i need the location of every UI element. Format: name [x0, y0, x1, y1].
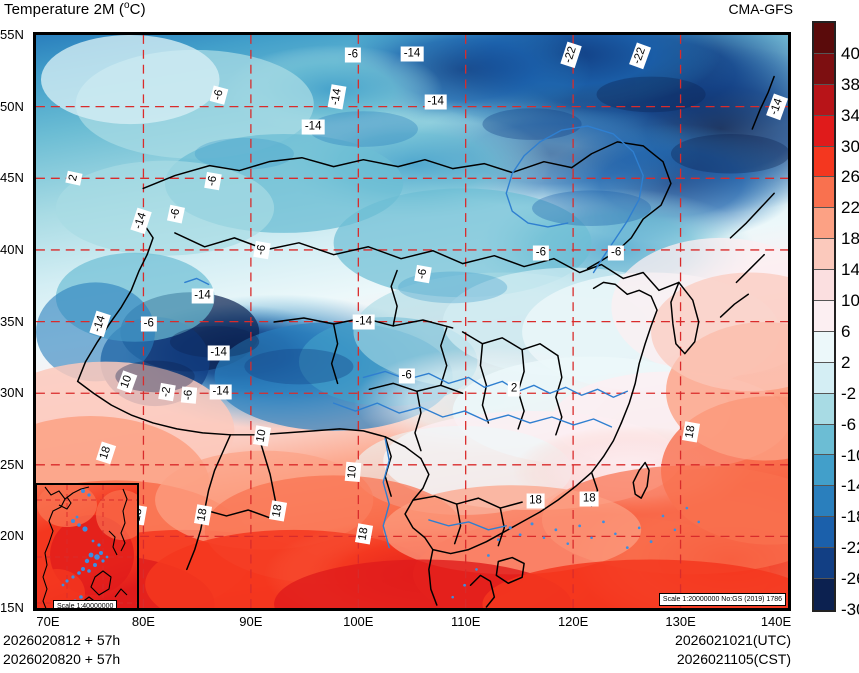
- colorbar-band: [814, 239, 834, 271]
- contour-value-label: 18: [354, 522, 373, 545]
- contour-value-label: -14: [301, 119, 325, 135]
- contour-value-label: 10: [252, 425, 271, 447]
- colorbar-tick-label: 2: [841, 352, 851, 372]
- colorbar-tick-label: 38: [841, 74, 859, 94]
- colorbar-tick-label: -6: [841, 414, 857, 434]
- colorbar-tick-label: 26: [841, 167, 859, 187]
- colorbar-band: [814, 23, 834, 54]
- latitude-tick-label: 45N: [0, 170, 24, 186]
- contour-value-label: -14: [352, 314, 375, 329]
- colorbar-band: [814, 393, 834, 425]
- contour-value-label: -6: [180, 385, 197, 404]
- temperature-field: [36, 35, 788, 608]
- colorbar-band: [814, 53, 834, 85]
- latitude-tick-label: 40N: [0, 241, 24, 257]
- colorbar-band: [814, 517, 834, 549]
- footer-right-line2: 2026021105(CST): [676, 651, 791, 667]
- colorbar-tick-label: -26: [841, 569, 859, 589]
- colorbar-band: [814, 486, 834, 518]
- colorbar-band: [814, 115, 834, 147]
- footer-valid-times: 2026021021(UTC) 2026021105(CST): [560, 631, 791, 669]
- latitude-tick-label: 30N: [0, 385, 24, 401]
- colorbar-band: [814, 424, 834, 456]
- model-label: CMA-GFS: [728, 1, 793, 17]
- longitude-tick-label: 80E: [131, 614, 155, 629]
- contour-value-label: -14: [424, 94, 447, 110]
- colorbar-band: [814, 548, 834, 580]
- latitude-tick-label: 20N: [0, 528, 24, 544]
- colorbar-band: [814, 331, 834, 363]
- contour-value-label: 18: [526, 493, 545, 509]
- contour-value-label: 18: [579, 491, 599, 507]
- colorbar-band: [814, 301, 834, 332]
- colorbar-tick-label: -22: [841, 538, 859, 558]
- colorbar-tick-label: 10: [841, 291, 859, 311]
- page-title-unit-tail: C): [129, 1, 146, 18]
- colorbar-tick-label: 22: [841, 198, 859, 218]
- colorbar-tick-label: 6: [841, 321, 851, 341]
- contour-value-label: 2: [507, 381, 521, 397]
- longitude-tick-label: 70E: [36, 614, 60, 629]
- colorbar: [812, 21, 836, 612]
- page-title-text: Temperature 2M (: [4, 1, 124, 18]
- contour-value-label: -6: [140, 316, 157, 332]
- colorbar-tick-label: -2: [841, 383, 857, 403]
- contour-value-label: -14: [209, 384, 233, 400]
- degree-symbol: o: [123, 0, 130, 11]
- latitude-tick-label: 35N: [0, 313, 24, 329]
- longitude-tick-label: 110E: [451, 614, 481, 629]
- map-scale-label: Scale 1:20000000 No:GS (2019) 1786: [658, 593, 786, 606]
- longitude-tick-label: 120E: [557, 614, 589, 629]
- colorbar-tick-label: 18: [841, 229, 859, 249]
- footer-left-line2: 2026020820 + 57h: [3, 651, 121, 667]
- latitude-tick-label: 55N: [0, 27, 24, 42]
- colorbar-band: [814, 208, 834, 240]
- contour-value-label: -6: [607, 245, 625, 261]
- colorbar-band: [814, 270, 834, 302]
- colorbar-tick-label: -14: [841, 476, 859, 496]
- inset-map[interactable]: Scale 1:40000000: [36, 483, 139, 608]
- contour-value-label: -6: [166, 204, 185, 224]
- contour-value-label: -14: [400, 46, 424, 62]
- longitude-tick-label: 90E: [239, 614, 263, 629]
- colorbar-tick-label: -30: [841, 600, 859, 619]
- contour-value-label: -14: [191, 288, 214, 304]
- map-plot-area[interactable]: -6-14-22-22-6-14-14-14-14-142-6-6-14-6-6…: [33, 32, 791, 611]
- colorbar-band: [814, 455, 834, 487]
- contour-value-label: -6: [398, 368, 415, 384]
- page-title: Temperature 2M (oC): [4, 0, 146, 18]
- contour-value-label: -6: [204, 171, 223, 191]
- contour-value-label: 18: [193, 504, 212, 526]
- footer-right-line1: 2026021021(UTC): [675, 632, 791, 648]
- longitude-tick-label: 100E: [343, 614, 374, 629]
- colorbar-tick-label: 40: [841, 43, 859, 63]
- colorbar-band: [814, 146, 834, 178]
- colorbar-tick-label: -18: [841, 507, 859, 527]
- contour-value-label: 18: [268, 500, 287, 522]
- contour-value-label: -6: [344, 47, 362, 63]
- latitude-tick-label: 50N: [0, 98, 24, 114]
- colorbar-tick-label: 14: [841, 260, 859, 280]
- latitude-tick-label: 25N: [0, 456, 24, 472]
- colorbar-tick-label: -10: [841, 445, 859, 465]
- contour-value-label: -14: [207, 345, 230, 361]
- contour-value-label: -2: [158, 382, 176, 401]
- colorbar-band: [814, 579, 834, 610]
- contour-value-label: -6: [252, 240, 271, 260]
- colorbar-tick-label: 30: [841, 136, 859, 156]
- latitude-tick-label: 15N: [0, 600, 24, 615]
- footer-left-line1: 2026020812 + 57h: [3, 632, 121, 648]
- colorbar-tick-label: 34: [841, 105, 859, 125]
- inset-scale-label: Scale 1:40000000: [53, 600, 118, 608]
- colorbar-band: [814, 84, 834, 116]
- colorbar-band: [814, 362, 834, 394]
- contour-value-label: -6: [413, 264, 432, 284]
- colorbar-band: [814, 177, 834, 209]
- longitude-tick-label: 140E: [760, 614, 792, 629]
- contour-value-label: -6: [532, 245, 550, 261]
- contour-value-label: 10: [344, 461, 362, 482]
- longitude-tick-label: 130E: [665, 614, 696, 629]
- footer-init-times: 2026020812 + 57h 2026020820 + 57h: [3, 631, 120, 669]
